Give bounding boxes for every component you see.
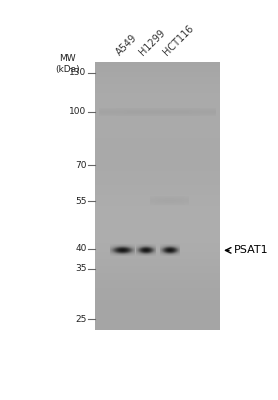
Text: 70: 70 bbox=[75, 161, 86, 170]
Text: HCT116: HCT116 bbox=[161, 23, 195, 57]
Text: A549: A549 bbox=[114, 32, 139, 57]
Text: 130: 130 bbox=[69, 68, 86, 77]
Text: PSAT1: PSAT1 bbox=[234, 245, 269, 255]
Text: MW
(kDa): MW (kDa) bbox=[55, 54, 80, 74]
Text: 100: 100 bbox=[69, 107, 86, 116]
Text: 35: 35 bbox=[75, 264, 86, 273]
Text: 55: 55 bbox=[75, 197, 86, 206]
Text: H1299: H1299 bbox=[138, 28, 167, 57]
Text: 40: 40 bbox=[75, 244, 86, 253]
Text: 25: 25 bbox=[75, 315, 86, 324]
